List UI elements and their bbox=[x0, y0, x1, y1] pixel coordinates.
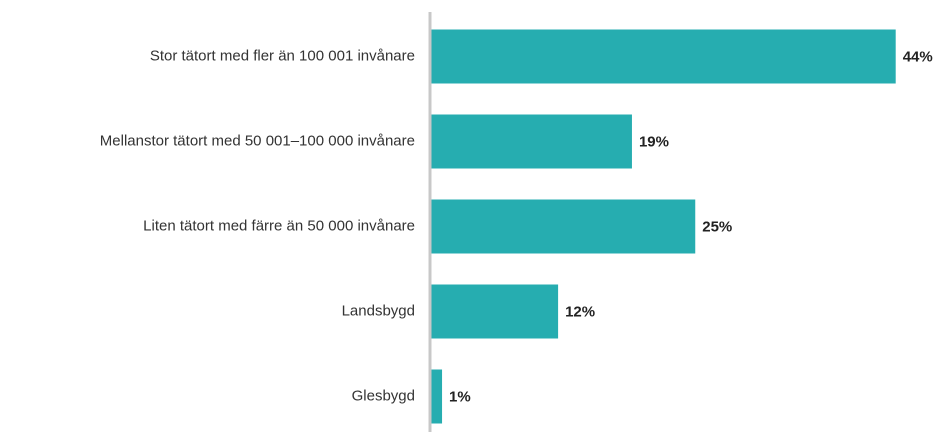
category-label: Landsbygd bbox=[342, 302, 415, 319]
bar bbox=[431, 29, 896, 84]
value-label: 19% bbox=[639, 133, 669, 150]
category-label: Liten tätort med färre än 50 000 invånar… bbox=[143, 217, 415, 234]
bar bbox=[431, 284, 559, 339]
value-label: 1% bbox=[449, 388, 471, 405]
bar bbox=[431, 199, 696, 254]
bar bbox=[431, 114, 632, 169]
category-label: Mellanstor tätort med 50 001–100 000 inv… bbox=[100, 132, 415, 149]
category-label: Glesbygd bbox=[352, 387, 415, 404]
value-label: 12% bbox=[565, 303, 595, 320]
value-label: 44% bbox=[903, 48, 933, 65]
value-label: 25% bbox=[702, 218, 732, 235]
bar bbox=[431, 369, 443, 424]
category-label: Stor tätort med fler än 100 001 invånare bbox=[150, 47, 415, 64]
